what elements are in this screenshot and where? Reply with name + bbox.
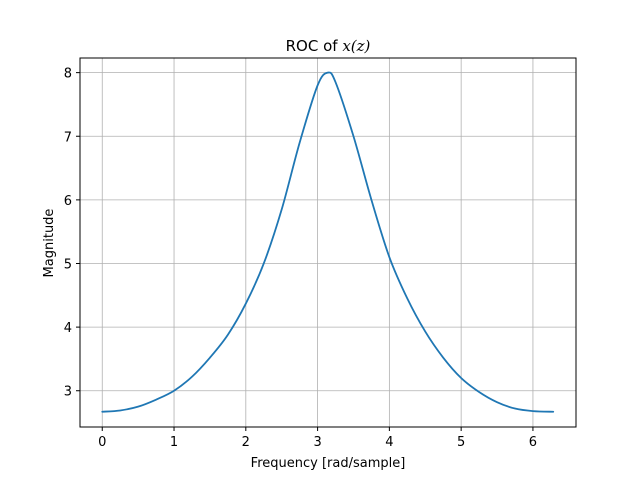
x-tick-label: 5 [457, 435, 465, 450]
x-tick-label: 3 [313, 435, 321, 450]
y-tick-label: 5 [64, 257, 72, 272]
y-tick-label: 8 [64, 67, 72, 82]
y-tick-label: 7 [64, 130, 72, 145]
chart-title-prefix: ROC of [286, 37, 343, 55]
y-tick-label: 4 [64, 321, 72, 336]
x-tick-label: 4 [385, 435, 393, 450]
y-axis-label: Magnitude [42, 209, 57, 278]
plot-frame [79, 57, 577, 428]
series-line [101, 71, 555, 413]
x-tick-label: 1 [170, 435, 178, 450]
x-tick-label: 2 [242, 435, 250, 450]
y-axis-ticks: 3 4 5 6 7 8 [64, 67, 80, 400]
x-tick-label: 6 [529, 435, 537, 450]
y-tick-label: 6 [64, 194, 72, 209]
x-tick-label: 0 [98, 435, 106, 450]
chart-title-math: x(z) [342, 37, 370, 55]
chart-title: ROC of x(z) [286, 37, 371, 55]
x-axis-label: Frequency [rad/sample] [251, 456, 406, 471]
x-axis-ticks: 0 1 2 3 4 5 6 [98, 427, 537, 450]
y-tick-label: 3 [64, 385, 72, 400]
